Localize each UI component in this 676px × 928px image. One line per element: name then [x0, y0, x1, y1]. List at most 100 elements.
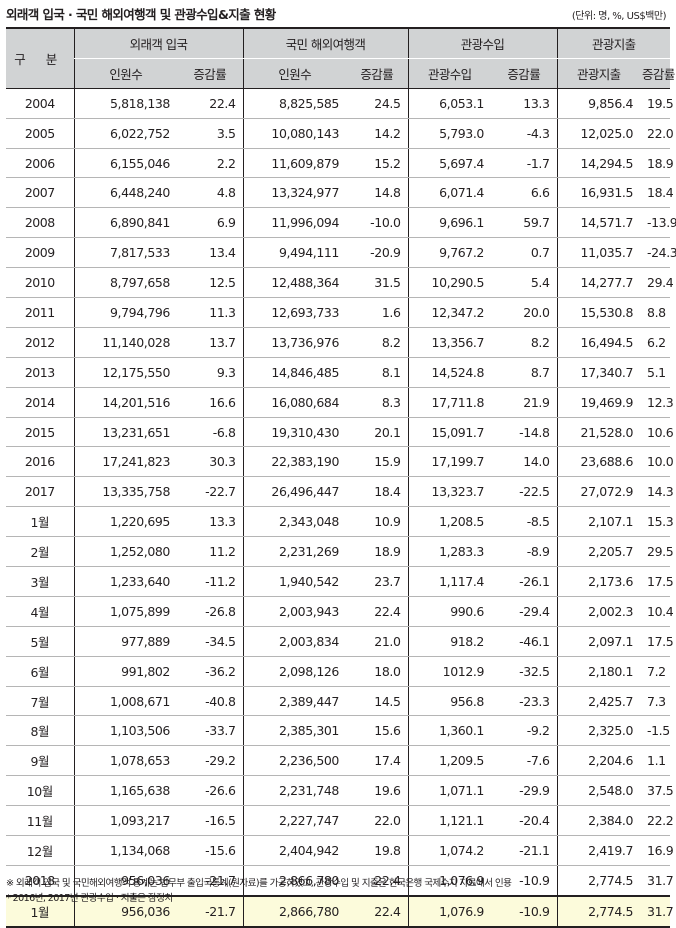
table-cell: 8.7	[491, 357, 558, 388]
table-cell: 10.6	[640, 417, 674, 448]
table-cell: 18.0	[346, 656, 408, 687]
row-label: 2009	[6, 237, 74, 269]
table-cell: 9,696.1	[407, 207, 491, 239]
table-cell: 14.2	[346, 118, 408, 149]
footnote-source: ※ 외래객 입국 및 국민해외여행객 통계는 법무부 출입국통계(원자료)를 가…	[6, 878, 512, 889]
table-cell: -32.5	[491, 656, 558, 687]
row-label: 2012	[6, 327, 74, 358]
subheader: 관광수입	[407, 58, 491, 89]
table-cell: 2,325.0	[556, 715, 641, 747]
table-cell: 23,688.6	[556, 446, 641, 478]
table-cell: 5,697.4	[407, 148, 491, 179]
row-label: 2004	[6, 88, 74, 119]
table-row: 8월 1,103,506 -33.7 2,385,301 15.6 1,360.1 -9.2…	[6, 715, 670, 747]
table-cell: 1,233,640	[73, 566, 177, 597]
table-row: 2008 6,890,841 6.9 11,996,094 -10.0 9,696.1 59…	[6, 207, 676, 239]
table-cell: -40.8	[177, 686, 243, 717]
table-cell: 11.2	[177, 536, 243, 568]
table-cell: -33.7	[177, 715, 243, 747]
table-cell: 15,091.7	[407, 417, 491, 448]
table-cell: 16.9	[640, 835, 674, 866]
table-cell: 10.0	[640, 446, 674, 478]
table-cell: 19,310,430	[242, 417, 346, 448]
table-cell: 1,074.2	[407, 835, 491, 866]
table-cell: 37.5	[640, 775, 674, 807]
table-cell: 14,571.7	[556, 207, 641, 239]
table-cell: 12,175,550	[73, 357, 177, 388]
table-cell: 6.6	[491, 177, 558, 209]
table-cell: 1,121.1	[407, 805, 491, 837]
table-cell: 1,103,506	[73, 715, 177, 747]
table-title: 외래객 입국 · 국민 해외여행객 및 관광수입&지출 현황	[6, 7, 276, 22]
table-cell: 18.9	[640, 148, 674, 179]
table-cell: -15.6	[177, 835, 243, 866]
table-cell: 29.4	[640, 267, 674, 299]
table-cell: -22.5	[491, 476, 558, 508]
table-cell: 2,107.1	[556, 506, 641, 538]
table-cell: 14.5	[346, 686, 408, 717]
table-cell: 27,072.9	[556, 476, 641, 508]
row-label: 2014	[6, 387, 74, 418]
table-cell: 13,323.7	[407, 476, 491, 508]
table-cell: 2,231,748	[242, 775, 346, 807]
table-cell: 7.3	[640, 686, 671, 717]
table-cell: 18.4	[346, 476, 408, 508]
table-cell: 18.9	[346, 536, 408, 568]
table-cell: 2,003,834	[242, 626, 346, 657]
table-cell: 12.5	[177, 267, 243, 299]
table-cell: 11,996,094	[242, 207, 346, 239]
table-cell: -1.7	[491, 148, 558, 179]
table-row: 2013 12,175,550 9.3 14,846,485 8.1 14,524.8 8.…	[6, 357, 671, 388]
table-cell: 10,290.5	[407, 267, 491, 299]
table-cell: 22.4	[346, 865, 408, 897]
table-cell: 10.9	[346, 506, 408, 538]
table-cell: 12,693,733	[242, 297, 346, 328]
table-cell: 2,098,126	[242, 656, 346, 687]
table-cell: -29.4	[491, 596, 558, 627]
table-cell: 3.5	[177, 118, 243, 149]
table-cell: 5,818,138	[73, 88, 177, 119]
table-cell: 17,340.7	[556, 357, 641, 388]
row-label: 2월	[6, 536, 74, 568]
table-cell: 16,494.5	[556, 327, 641, 358]
table-cell: 6,071.4	[407, 177, 491, 209]
table-cell: 918.2	[407, 626, 491, 657]
table-cell: 2.2	[177, 148, 243, 179]
table-row: 2016 17,241,823 30.3 22,383,190 15.9 17,199.7…	[6, 446, 674, 478]
row-label: 5월	[6, 626, 74, 657]
table-cell: 2,866,780	[242, 865, 346, 897]
table-cell: -20.9	[346, 237, 408, 269]
tourism-table: 구 분 외래객 입국 국민 해외여행객 관광수입 관광지출 인원수 증감률 인원…	[6, 26, 676, 928]
table-cell: 1,940,542	[242, 566, 346, 597]
table-cell: 8.2	[346, 327, 408, 358]
table-cell: 14,524.8	[407, 357, 491, 388]
table-cell: 2,003,943	[242, 596, 346, 627]
table-cell: 2,180.1	[556, 656, 641, 687]
table-cell: 2,548.0	[556, 775, 641, 807]
table-row: 2014 14,201,516 16.6 16,080,684 8.3 17,711.8 2…	[6, 387, 674, 418]
table-cell: -11.2	[177, 566, 243, 597]
row-label: 10월	[6, 775, 74, 807]
table-cell: 8.3	[346, 387, 408, 418]
table-cell: 10.4	[640, 596, 674, 627]
row-label: 2006	[6, 148, 74, 179]
table-row: 7월 1,008,671 -40.8 2,389,447 14.5 956.8 -23.3 2…	[6, 686, 671, 717]
table-cell: -7.6	[491, 745, 558, 777]
table-cell: 956.8	[407, 686, 491, 717]
table-cell: 13,335,758	[73, 476, 177, 508]
table-cell: 13,356.7	[407, 327, 491, 358]
table-cell: 5.4	[491, 267, 558, 299]
table-cell: 14,846,485	[242, 357, 346, 388]
row-label: 2018	[6, 865, 74, 897]
table-row: 5월 977,889 -34.5 2,003,834 21.0 918.2 -46.1 2,0…	[6, 626, 674, 657]
table-cell: 7,817,533	[73, 237, 177, 269]
table-cell: 2,384.0	[556, 805, 641, 837]
table-cell: -24.3	[640, 237, 676, 269]
subheader: 증감률	[177, 58, 243, 89]
table-cell: 8.8	[640, 297, 671, 328]
table-cell: 1,360.1	[407, 715, 491, 747]
table-cell: 14.8	[346, 177, 408, 209]
table-cell: 20.0	[491, 297, 558, 328]
table-cell: 16,080,684	[242, 387, 346, 418]
table-cell: 13,324,977	[242, 177, 346, 209]
